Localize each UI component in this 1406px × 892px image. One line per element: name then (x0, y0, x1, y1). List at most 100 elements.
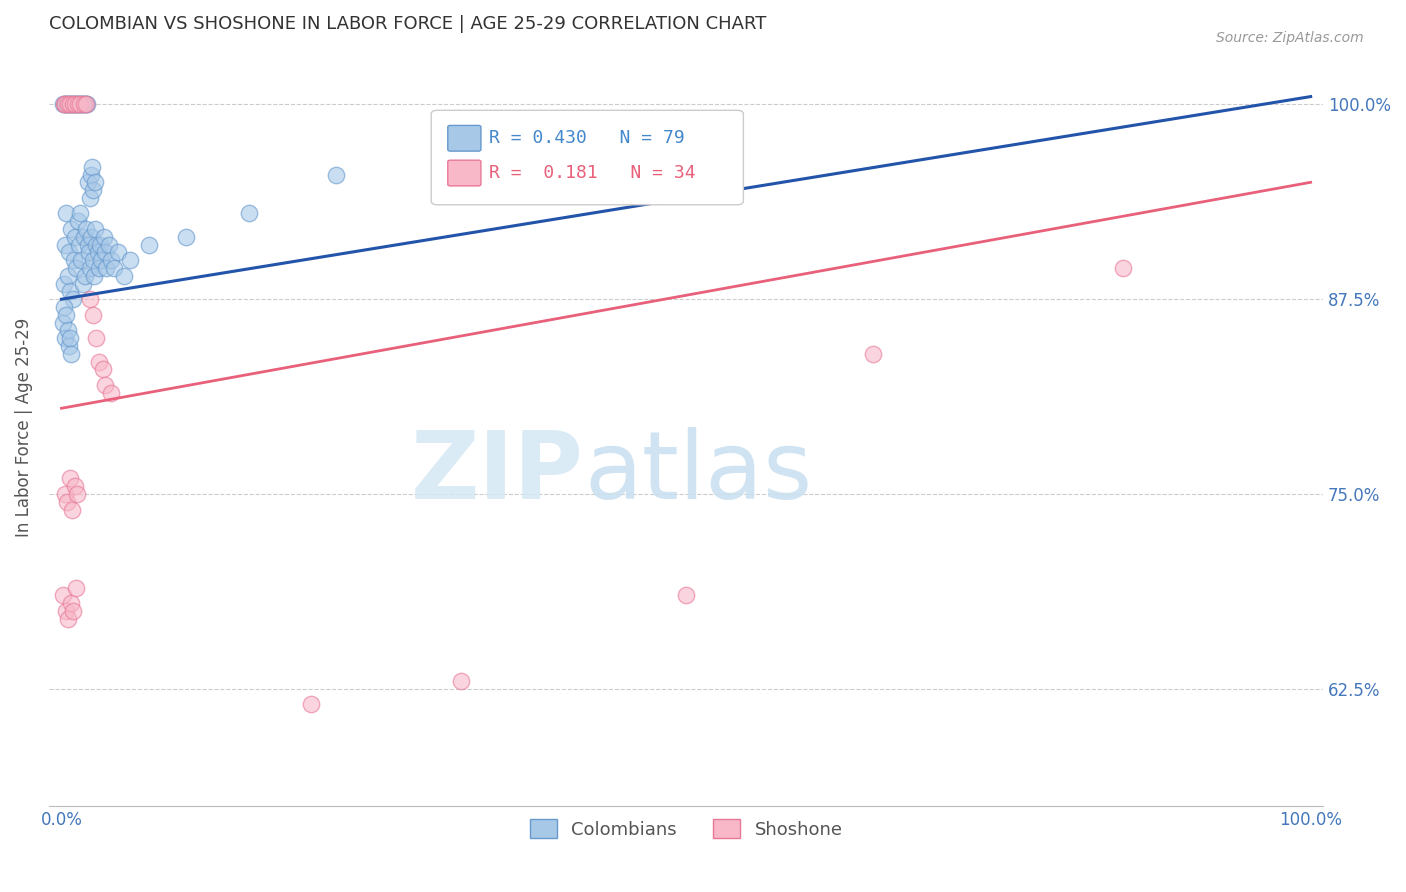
Point (66, 97, 89, 112)
Point (58, 97, 80, 112)
Point (103, 260, 125, 275)
Point (82, 308, 104, 322)
Text: R =  0.181   N = 34: R = 0.181 N = 34 (488, 164, 695, 182)
Point (75, 268, 97, 283)
Point (91, 362, 114, 376)
Point (89, 237, 111, 252)
Point (69, 97, 91, 112)
Point (77, 245, 100, 260)
Point (107, 245, 129, 260)
Point (63, 479, 86, 493)
Text: COLOMBIAN VS SHOSHONE IN LABOR FORCE | AGE 25-29 CORRELATION CHART: COLOMBIAN VS SHOSHONE IN LABOR FORCE | A… (49, 15, 766, 33)
FancyBboxPatch shape (432, 111, 744, 205)
Point (176, 230, 198, 244)
Point (86, 237, 108, 252)
Point (60, 97, 83, 112)
Point (53, 97, 76, 112)
Point (53, 487, 76, 501)
Point (52, 97, 75, 112)
Point (76, 237, 98, 252)
Point (58, 612, 80, 626)
Text: ZIP: ZIP (411, 427, 583, 519)
Point (96, 260, 118, 275)
Point (67, 237, 90, 252)
Point (138, 237, 160, 252)
Point (55, 604, 77, 618)
Point (66, 214, 89, 228)
Point (56, 268, 79, 283)
Point (325, 168, 347, 182)
Point (53, 331, 76, 345)
Point (77, 175, 100, 189)
Point (59, 596, 82, 610)
Point (488, 144, 510, 158)
Point (52, 97, 75, 112)
Point (69, 206, 91, 220)
Point (63, 97, 86, 112)
Point (76, 97, 98, 112)
Point (58, 339, 80, 353)
Point (238, 206, 260, 220)
Point (59, 331, 82, 345)
Point (52, 316, 75, 330)
Point (100, 385, 122, 400)
Point (63, 253, 86, 268)
Point (69, 97, 91, 112)
Point (59, 97, 82, 112)
Point (450, 673, 472, 688)
Point (65, 260, 87, 275)
Point (56, 97, 79, 112)
Y-axis label: In Labor Force | Age 25-29: In Labor Force | Age 25-29 (15, 318, 32, 537)
Point (63, 230, 86, 244)
Point (56, 323, 79, 337)
Point (87, 354, 110, 368)
Point (675, 588, 697, 602)
Point (52, 300, 75, 314)
Point (66, 487, 89, 501)
Point (75, 97, 97, 112)
FancyBboxPatch shape (447, 126, 481, 151)
Point (65, 97, 87, 112)
Point (97, 237, 120, 252)
Point (93, 230, 115, 244)
Point (79, 292, 101, 306)
Point (55, 97, 77, 112)
FancyBboxPatch shape (447, 161, 481, 186)
Point (63, 97, 86, 112)
Point (73, 97, 96, 112)
Point (299, 698, 322, 712)
Point (94, 245, 117, 260)
Point (72, 277, 94, 291)
Point (62, 97, 84, 112)
Point (52, 277, 75, 291)
Point (86, 245, 108, 260)
Point (90, 253, 112, 268)
Point (62, 292, 84, 306)
Point (120, 253, 142, 268)
Point (83, 175, 105, 189)
Point (62, 97, 84, 112)
Point (58, 245, 80, 260)
Point (75, 222, 97, 236)
Point (58, 97, 80, 112)
Point (79, 191, 101, 205)
Text: Source: ZipAtlas.com: Source: ZipAtlas.com (1216, 31, 1364, 45)
Point (60, 347, 83, 361)
Point (100, 253, 122, 268)
Point (80, 168, 103, 182)
Point (83, 268, 105, 283)
Point (60, 222, 83, 236)
Point (1112, 260, 1135, 275)
Point (86, 331, 108, 345)
Legend: Colombians, Shoshone: Colombians, Shoshone (523, 812, 849, 846)
Point (87, 260, 110, 275)
Point (69, 97, 91, 112)
Point (80, 160, 103, 174)
Point (70, 97, 93, 112)
Text: atlas: atlas (583, 427, 813, 519)
Point (72, 97, 94, 112)
Point (82, 183, 104, 197)
Point (55, 206, 77, 220)
Text: R = 0.430   N = 79: R = 0.430 N = 79 (488, 129, 685, 147)
Point (84, 222, 107, 236)
